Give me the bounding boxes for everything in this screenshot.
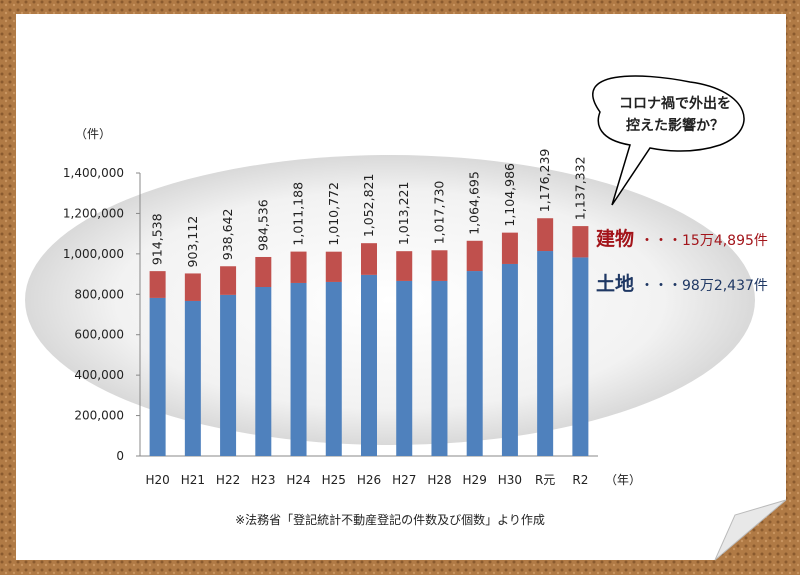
highlight xyxy=(25,155,755,445)
bar-segment xyxy=(149,297,166,456)
x-tick-label: H20 xyxy=(145,473,169,487)
total-label: 938,642 xyxy=(220,209,235,261)
total-label: 984,536 xyxy=(255,199,270,251)
bar-segment xyxy=(572,226,589,258)
legend-label: 建物 xyxy=(596,227,634,250)
bar-segment xyxy=(149,271,166,298)
y-tick-label: 200,000 xyxy=(74,409,124,423)
y-tick-label: 1,200,000 xyxy=(63,206,124,220)
total-label: 1,011,188 xyxy=(291,182,306,246)
bar-segment xyxy=(466,271,483,456)
bar-segment xyxy=(501,232,518,264)
x-tick-label: R元 xyxy=(535,473,555,487)
y-tick-label: 1,000,000 xyxy=(63,247,124,261)
x-tick-label: H27 xyxy=(392,473,416,487)
bar-segment xyxy=(396,251,413,281)
callout-bubble xyxy=(592,75,745,206)
x-tick-label: H24 xyxy=(286,473,310,487)
x-tick-label: H25 xyxy=(322,473,346,487)
bar-segment xyxy=(325,251,342,282)
bar-segment xyxy=(501,263,518,456)
bar-segment xyxy=(255,256,272,288)
total-label: 1,017,730 xyxy=(431,181,446,245)
total-label: 1,104,986 xyxy=(502,163,517,227)
x-tick-label: H29 xyxy=(463,473,487,487)
source-note: ※法務省「登記統計不動産登記の件数及び個数」より作成 xyxy=(235,512,545,527)
total-label: 903,112 xyxy=(185,216,200,268)
bar-segment xyxy=(290,282,307,456)
legend-label: 土地 xyxy=(596,272,634,295)
x-unit: （年） xyxy=(605,473,641,487)
callout-text: 控えた影響か？ xyxy=(626,117,724,134)
total-label: 1,064,695 xyxy=(467,171,482,235)
total-label: 1,176,239 xyxy=(537,149,552,213)
bar-segment xyxy=(466,240,483,272)
annotation: ・・・98万2,437件 xyxy=(640,278,768,294)
x-tick-label: H23 xyxy=(251,473,275,487)
x-tick-label: H22 xyxy=(216,473,240,487)
total-label: 1,013,221 xyxy=(396,182,411,246)
bar-segment xyxy=(361,243,377,275)
annotation: ・・・15万4,895件 xyxy=(640,233,768,249)
bar-segment xyxy=(431,280,448,456)
bar-segment xyxy=(220,294,237,456)
total-label: 1,137,332 xyxy=(572,156,587,220)
bar-segment xyxy=(325,281,342,456)
bar-segment xyxy=(396,280,413,456)
total-label: 914,538 xyxy=(150,213,165,265)
y-tick-label: 0 xyxy=(116,449,124,463)
callout-text: コロナ禍で外出を xyxy=(619,95,731,112)
total-label: 1,052,821 xyxy=(361,174,376,238)
bar-segment xyxy=(537,251,554,456)
bar-segment xyxy=(255,287,272,456)
y-unit: （件） xyxy=(75,127,111,141)
bar-segment xyxy=(361,274,377,456)
bar-segment xyxy=(290,251,307,283)
x-tick-label: H21 xyxy=(181,473,205,487)
bar-segment xyxy=(184,300,201,456)
bar-segment xyxy=(220,266,237,295)
x-tick-label: H28 xyxy=(427,473,451,487)
bar-segment xyxy=(537,218,554,252)
y-tick-label: 600,000 xyxy=(74,328,124,342)
total-label: 1,010,772 xyxy=(326,182,341,246)
y-tick-label: 1,400,000 xyxy=(63,166,124,180)
page-curl xyxy=(714,499,787,561)
x-tick-label: H30 xyxy=(498,473,522,487)
y-tick-label: 800,000 xyxy=(74,287,124,301)
x-tick-label: R2 xyxy=(572,473,588,487)
bar-segment xyxy=(431,250,448,281)
bar-segment xyxy=(572,257,589,456)
x-tick-label: H26 xyxy=(357,473,381,487)
y-tick-label: 400,000 xyxy=(74,368,124,382)
bar-segment xyxy=(184,273,201,301)
